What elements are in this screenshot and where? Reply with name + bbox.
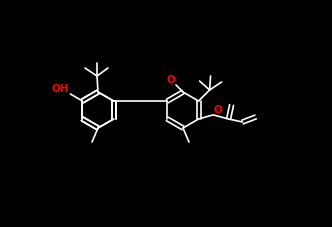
Text: O: O bbox=[166, 75, 175, 85]
Text: O: O bbox=[213, 105, 222, 114]
Text: OH: OH bbox=[52, 84, 69, 94]
